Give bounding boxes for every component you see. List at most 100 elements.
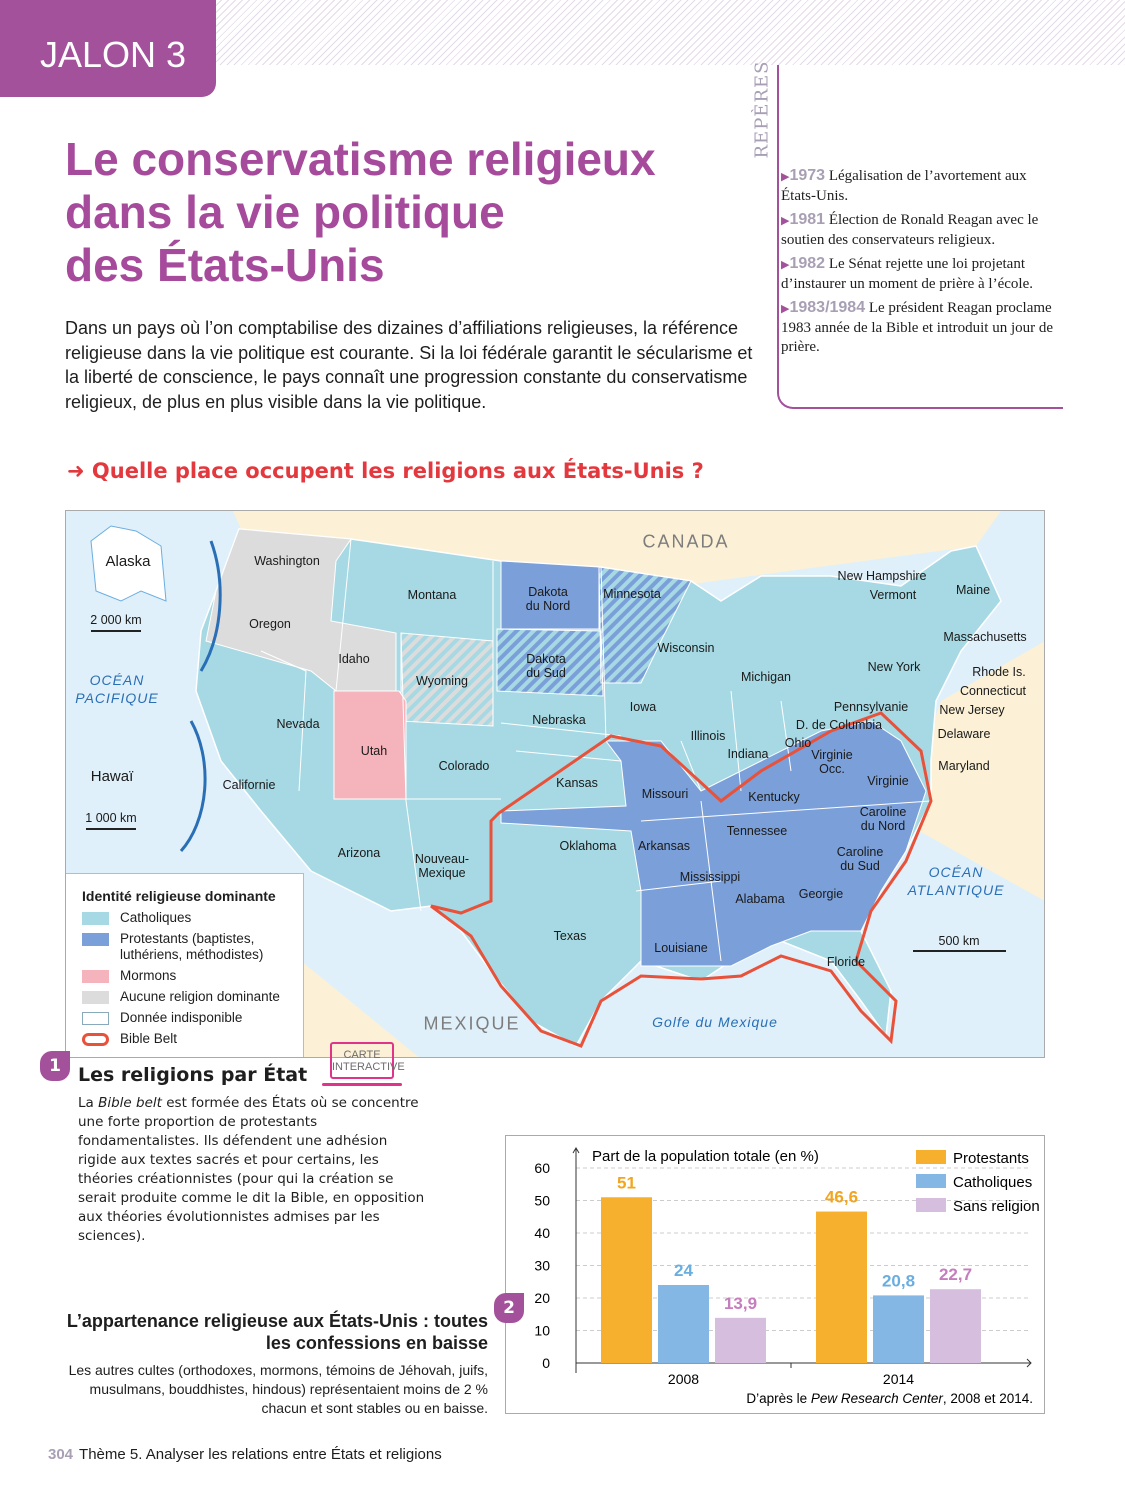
doc1-text: La Bible belt est formée des États où se…	[78, 1094, 428, 1246]
text: Bible belt	[98, 1095, 162, 1111]
state-label: New York	[867, 660, 921, 674]
state-label: New Jersey	[939, 703, 1005, 717]
state-label: Missouri	[641, 787, 689, 801]
state-label: Floride	[826, 955, 866, 969]
y-axis-arrow	[572, 1147, 580, 1154]
triangle-icon: ▶	[781, 303, 790, 315]
state-label: Kansas	[556, 776, 598, 790]
state-label: Rhode Is.	[972, 665, 1026, 679]
hawaii-label: Hawaï	[90, 768, 134, 785]
state-label: Alabama	[735, 892, 785, 906]
legend-swatch	[916, 1150, 946, 1164]
state-label: D. de Columbia	[795, 718, 883, 732]
state-label: Pennsylvanie	[833, 700, 909, 714]
north-dakota-protestant	[500, 560, 600, 630]
repere-item: ▶1982 Le Sénat rejette une loi projetant…	[781, 255, 1053, 294]
title-line: Le conservatisme religieux	[65, 133, 656, 185]
state-label: Massachusetts	[943, 630, 1027, 644]
state-label: Texas	[553, 929, 587, 943]
state-label: Arizona	[337, 846, 381, 860]
y-tick-label: 10	[534, 1323, 550, 1339]
inset-separators	[179, 540, 222, 852]
chart-svg: 0 10 20 30 40 50 60 Part de la population total…	[534, 1147, 1040, 1406]
repere-text: Élection de Ronald Reagan avec le soutie…	[781, 212, 1039, 248]
state-label: Mississippi	[679, 870, 741, 884]
source-part: D’après le	[746, 1391, 811, 1406]
data-label: 13,9	[724, 1294, 757, 1313]
state-label: Kentucky	[748, 790, 800, 804]
reperes-list: ▶1973 Légalisation de l’avortement aux É…	[781, 167, 1053, 362]
state-label: New Hampshire	[837, 569, 927, 583]
source-part: , 2008 et 2014.	[943, 1391, 1033, 1406]
state-label: Virginie Occ.	[811, 748, 853, 776]
state-label: Iowa	[629, 700, 657, 714]
state-label: Illinois	[690, 729, 726, 743]
state-label: Vermont	[869, 588, 917, 602]
data-label: 24	[674, 1261, 693, 1280]
pacific-label: OCÉAN PACIFIQUE	[75, 672, 159, 706]
state-label: Colorado	[438, 759, 490, 773]
triangle-icon: ▶	[781, 215, 790, 227]
y-tick-label: 0	[542, 1355, 550, 1371]
y-tick-label: 60	[534, 1160, 550, 1176]
state-label: Caroline du Nord	[859, 805, 907, 833]
swatch	[82, 1012, 109, 1025]
state-label: Michigan	[740, 670, 792, 684]
footer: 304 Thème 5. Analyser les relations entre…	[48, 1446, 442, 1463]
state-label: Nevada	[276, 717, 320, 731]
repere-year: 1983/1984	[789, 299, 866, 316]
interactive-underline	[322, 1083, 402, 1086]
data-label: 22,7	[939, 1265, 972, 1284]
repere-text: Légalisation de l’avortement aux États-U…	[781, 168, 1027, 204]
legend-label: Catholiques	[120, 910, 192, 925]
jalon-tab: JALON 3	[0, 0, 216, 97]
y-tick-label: 30	[534, 1258, 550, 1274]
usa-religion-map[interactable]: Washington Oregon Idaho Montana Wyoming Utah N…	[65, 510, 1045, 1058]
interactive-map-button[interactable]: CARTE INTERACTIVE	[330, 1042, 405, 1079]
bar-catholiques	[658, 1285, 709, 1363]
repere-year: 1982	[789, 255, 826, 272]
header-stripes	[215, 0, 1125, 65]
utah-mormon	[333, 690, 407, 800]
footer-text: Thème 5. Analyser les relations entre Ét…	[79, 1446, 442, 1463]
legend-item: Bible Belt	[82, 1031, 303, 1047]
swatch	[82, 991, 109, 1004]
state-label: Californie	[222, 778, 276, 792]
doc1-title: Les religions par État	[78, 1064, 308, 1086]
data-label: 51	[617, 1173, 636, 1192]
x-tick-label: 2008	[668, 1371, 699, 1387]
legend-swatch	[916, 1198, 946, 1212]
legend-label: Mormons	[120, 968, 177, 983]
title-line: dans la vie politique	[65, 186, 505, 238]
state-label: Maryland	[938, 759, 990, 773]
state-label: Connecticut	[959, 684, 1027, 698]
scale-bars	[86, 630, 1006, 952]
state-label: Dakota du Sud	[526, 652, 566, 680]
triangle-icon: ▶	[781, 171, 790, 183]
alaska-shape	[90, 525, 167, 602]
state-label: Nebraska	[532, 713, 586, 727]
chart-source: D’après le Pew Research Center, 2008 et …	[746, 1391, 1033, 1406]
text: est formée des États où se concentre une…	[78, 1095, 425, 1244]
reperes-frame	[777, 65, 1063, 409]
data-label: 46,6	[825, 1188, 858, 1207]
legend-label: Bible Belt	[120, 1031, 178, 1046]
repere-text: Le président Reagan proclame 1983 année …	[781, 300, 1054, 355]
chart-title: Part de la population totale (en %)	[592, 1148, 819, 1165]
x-axis-arrow	[1026, 1358, 1032, 1368]
source-part: Pew Research Center	[811, 1391, 944, 1406]
state-label: Montana	[407, 588, 457, 602]
state-label: Oregon	[249, 617, 291, 631]
state-label: Georgie	[798, 887, 844, 901]
swatch	[82, 933, 109, 946]
question-heading: ➜ Quelle place occupent les religions au…	[67, 459, 704, 483]
page-number: 304	[48, 1446, 74, 1463]
gulf-label: Golfe du Mexique	[652, 1014, 778, 1030]
canada-label: CANADA	[642, 531, 730, 552]
state-label: Delaware	[937, 727, 991, 741]
bar-catholiques	[873, 1295, 924, 1363]
data-label: 20,8	[882, 1271, 915, 1290]
state-label: Nouveau-Mexique	[414, 852, 470, 880]
swatch	[82, 970, 109, 983]
doc-number-badge: 1	[40, 1051, 70, 1081]
